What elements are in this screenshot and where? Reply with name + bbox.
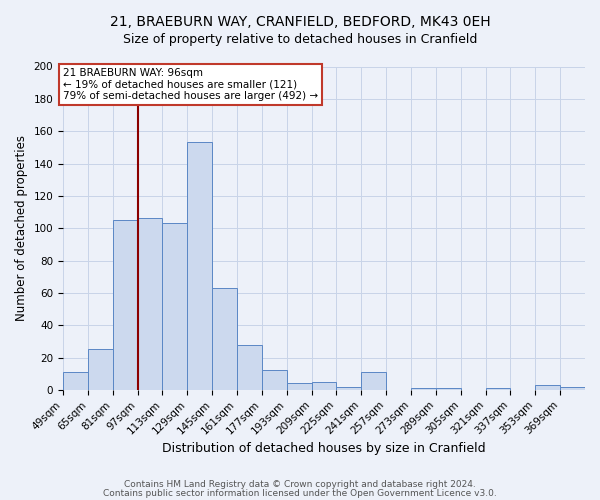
Text: Contains HM Land Registry data © Crown copyright and database right 2024.: Contains HM Land Registry data © Crown c… [124, 480, 476, 489]
Text: Size of property relative to detached houses in Cranfield: Size of property relative to detached ho… [123, 32, 477, 46]
Bar [287, 384, 311, 390]
Bar [262, 370, 287, 390]
Bar [113, 220, 137, 390]
Bar [311, 382, 337, 390]
Y-axis label: Number of detached properties: Number of detached properties [15, 135, 28, 321]
Bar [361, 372, 386, 390]
Bar [485, 388, 511, 390]
Bar [535, 385, 560, 390]
Text: 21, BRAEBURN WAY, CRANFIELD, BEDFORD, MK43 0EH: 21, BRAEBURN WAY, CRANFIELD, BEDFORD, MK… [110, 15, 490, 29]
X-axis label: Distribution of detached houses by size in Cranfield: Distribution of detached houses by size … [162, 442, 486, 455]
Bar [187, 142, 212, 390]
Bar [163, 224, 187, 390]
Bar [63, 372, 88, 390]
Bar [237, 344, 262, 390]
Bar [560, 386, 585, 390]
Text: 21 BRAEBURN WAY: 96sqm
← 19% of detached houses are smaller (121)
79% of semi-de: 21 BRAEBURN WAY: 96sqm ← 19% of detached… [63, 68, 318, 102]
Text: Contains public sector information licensed under the Open Government Licence v3: Contains public sector information licen… [103, 488, 497, 498]
Bar [436, 388, 461, 390]
Bar [88, 350, 113, 390]
Bar [212, 288, 237, 390]
Bar [411, 388, 436, 390]
Bar [137, 218, 163, 390]
Bar [337, 386, 361, 390]
